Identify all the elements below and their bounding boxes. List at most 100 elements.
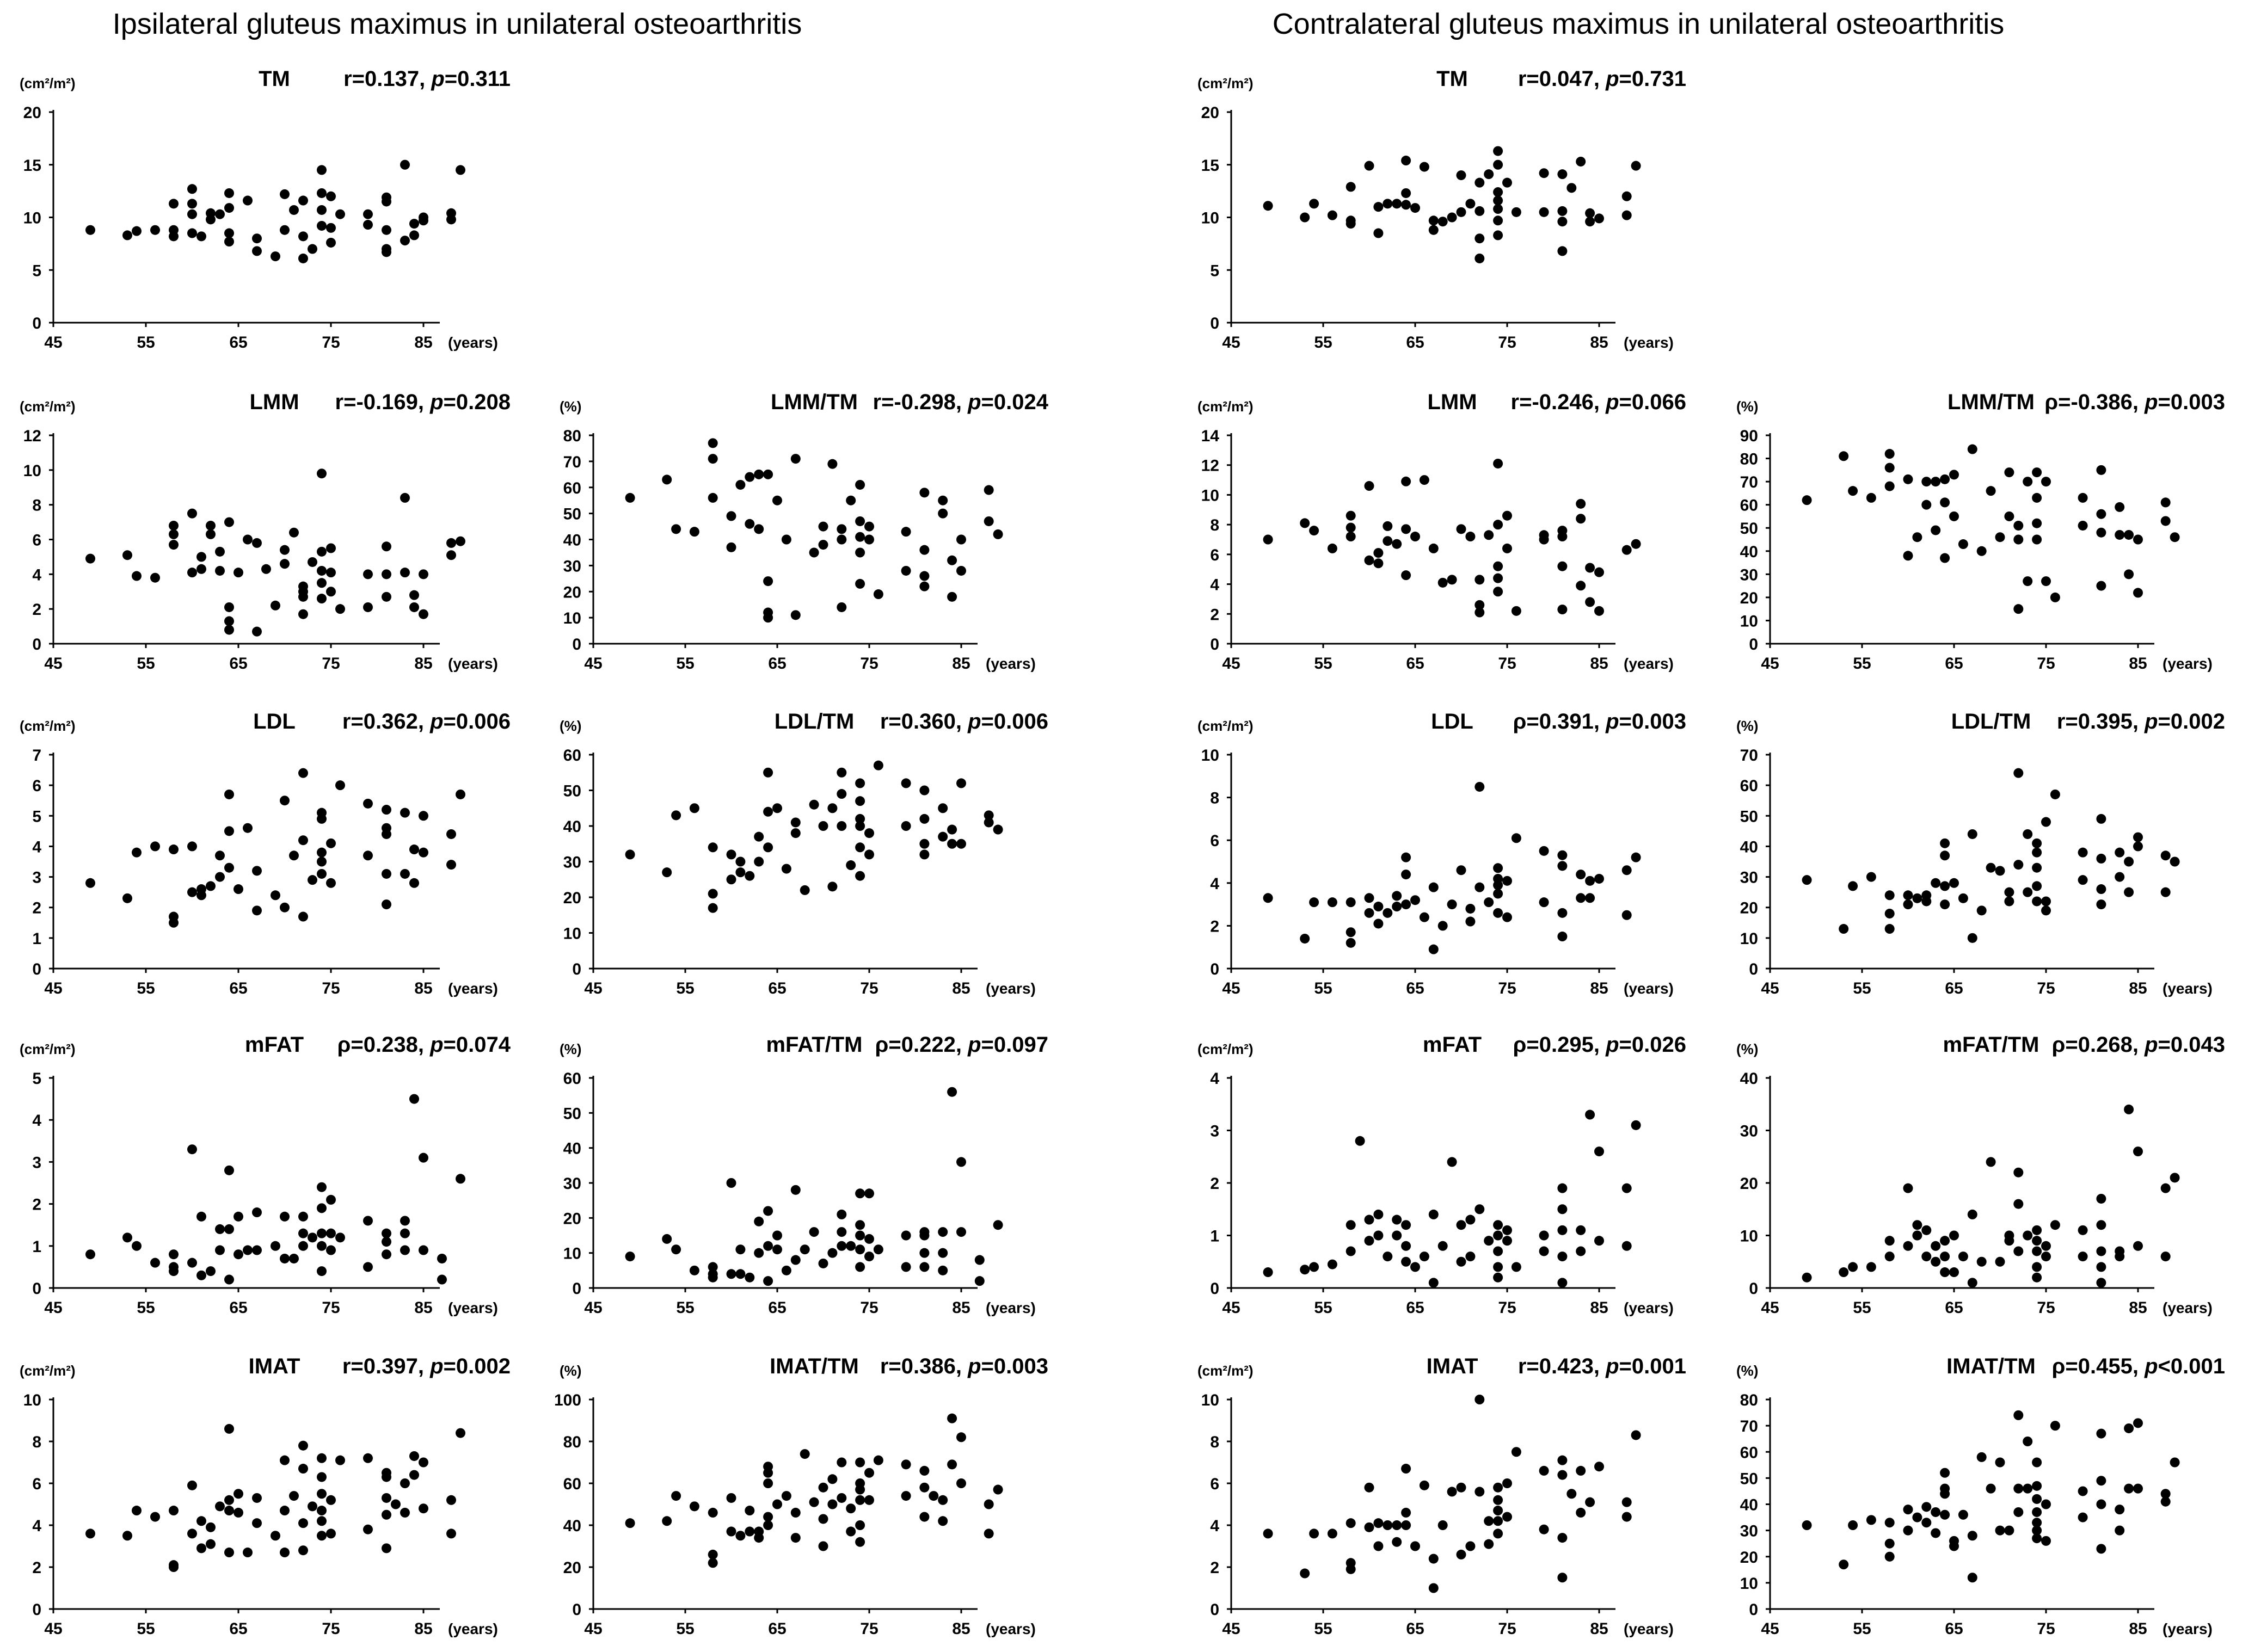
x-tick-label: 65: [1945, 979, 1963, 997]
data-point: [708, 1269, 718, 1279]
data-point: [317, 594, 327, 604]
data-point: [1309, 199, 1319, 209]
data-point: [2032, 534, 2042, 545]
data-point: [1437, 217, 1448, 227]
data-point: [1300, 933, 1310, 944]
data-point: [2032, 847, 2042, 858]
contra-tm-panel: 0 5 10 15 20 45 55 65 75 85 (years) (cm²/m²) TM r=0.0…: [1197, 67, 1686, 352]
data-point: [1309, 1262, 1319, 1272]
x-tick-label: 55: [676, 1299, 694, 1317]
x-tick-label: 85: [2129, 655, 2147, 673]
data-point: [363, 850, 373, 861]
data-point: [1475, 575, 1485, 585]
data-point: [187, 1258, 197, 1268]
data-point: [1428, 1583, 1439, 1593]
data-point: [2096, 1428, 2106, 1439]
y-tick-label: 10: [1201, 747, 1219, 765]
data-point: [1621, 865, 1632, 876]
data-point: [132, 847, 142, 858]
ipsi-imat-tm-panel: 0 20 40 60 80 100 45 55 65 75 85 (years) (%) IMAT/TM r…: [554, 1354, 1048, 1638]
data-point: [1576, 1507, 1586, 1518]
data-point: [827, 1499, 838, 1509]
data-point: [419, 215, 428, 226]
y-tick-label: 50: [563, 782, 581, 800]
data-point: [224, 1274, 234, 1285]
data-point: [150, 225, 160, 235]
ipsi-lmm-tm-panel: 0 10 20 30 40 50 60 70 80 45 55 65 75 85 (years) (%) LMM…: [560, 390, 1049, 673]
x-tick-label: 85: [1590, 334, 1608, 352]
data-point: [781, 534, 791, 545]
x-tick-label: 85: [952, 1620, 970, 1638]
data-point: [2041, 576, 2051, 587]
data-point: [1931, 1256, 1941, 1267]
data-point: [1263, 1528, 1273, 1539]
y-tick-label: 80: [1740, 1391, 1758, 1409]
y-tick-label: 50: [1740, 807, 1758, 825]
data-point: [1493, 187, 1503, 198]
data-point: [252, 246, 262, 256]
data-point: [726, 1526, 736, 1537]
data-point: [2078, 520, 2088, 531]
y-tick-label: 20: [23, 104, 41, 122]
data-point: [726, 849, 736, 860]
data-point: [855, 778, 865, 788]
y-tick-label: 70: [1740, 747, 1758, 765]
data-point: [781, 1265, 791, 1275]
data-point: [1631, 852, 1641, 862]
data-point: [1631, 539, 1641, 549]
data-point: [2013, 860, 2024, 870]
data-point: [1884, 1518, 1895, 1528]
data-point: [224, 862, 234, 873]
data-point: [326, 223, 336, 233]
data-point: [1557, 246, 1568, 256]
data-point: [2133, 841, 2143, 852]
data-point: [150, 1512, 160, 1522]
data-point: [1410, 1541, 1420, 1551]
y-tick-label: 0: [572, 1280, 581, 1298]
stat-label: r=0.137, p=0.311: [343, 67, 511, 91]
data-point: [317, 1516, 327, 1526]
data-point: [984, 1499, 994, 1509]
data-point: [818, 1541, 828, 1551]
data-point: [400, 159, 410, 170]
data-point: [271, 600, 280, 611]
data-point: [1511, 207, 1521, 217]
data-point: [1912, 1512, 1922, 1522]
data-point: [243, 195, 253, 206]
data-point: [150, 572, 160, 583]
data-point: [938, 831, 948, 842]
y-tick-label: 1: [1210, 1228, 1219, 1246]
y-tick-label: 0: [32, 960, 41, 978]
data-point: [1263, 1267, 1273, 1278]
data-point: [456, 1174, 465, 1184]
data-point: [2124, 887, 2134, 897]
data-point: [1986, 1483, 1996, 1494]
data-point: [252, 905, 262, 916]
data-point: [1557, 1252, 1568, 1262]
x-unit-label: (years): [986, 1299, 1036, 1316]
data-point: [763, 576, 773, 587]
data-point: [363, 1262, 373, 1272]
data-point: [1493, 1262, 1503, 1272]
data-point: [400, 807, 410, 818]
data-point: [1848, 1520, 1858, 1530]
data-point: [2004, 467, 2014, 478]
y-tick-label: 0: [1210, 636, 1219, 654]
data-point: [1839, 1267, 1849, 1278]
y-tick-label: 10: [563, 925, 581, 943]
data-point: [409, 1451, 419, 1461]
data-point: [169, 540, 179, 550]
data-point: [382, 225, 391, 235]
data-point: [1401, 852, 1411, 862]
data-point: [317, 856, 327, 867]
data-point: [224, 1165, 234, 1175]
y-tick-label: 20: [1740, 899, 1758, 917]
data-point: [956, 565, 966, 576]
data-point: [446, 550, 456, 560]
data-point: [363, 220, 373, 230]
data-point: [708, 1558, 718, 1568]
data-point: [1621, 1497, 1632, 1507]
data-point: [864, 1234, 874, 1244]
data-point: [1456, 170, 1466, 181]
data-point: [1631, 1430, 1641, 1440]
